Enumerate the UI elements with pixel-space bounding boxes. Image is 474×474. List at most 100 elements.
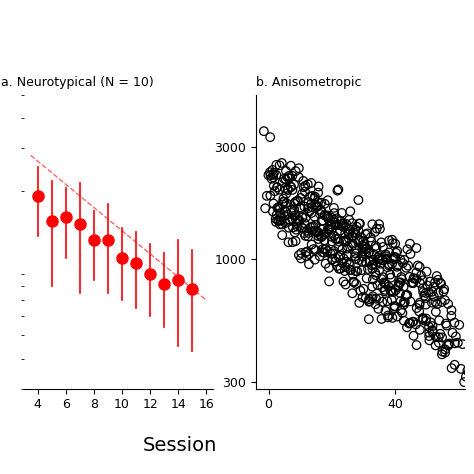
Point	[416, 279, 424, 287]
Point	[306, 208, 313, 215]
Point	[419, 314, 427, 322]
Point	[372, 242, 380, 250]
Point	[289, 224, 297, 231]
Point	[331, 219, 339, 227]
Point	[415, 308, 423, 315]
Point	[393, 269, 401, 276]
Point	[279, 201, 287, 208]
Point	[398, 275, 405, 283]
Point	[451, 339, 458, 347]
Point	[312, 246, 319, 254]
Point	[287, 162, 295, 170]
Point	[404, 262, 412, 269]
Point	[321, 211, 328, 219]
Point	[294, 197, 301, 204]
Point	[322, 229, 330, 237]
Point	[273, 171, 280, 179]
Point	[301, 188, 309, 195]
Point	[417, 272, 425, 279]
Point	[456, 321, 463, 328]
Point	[397, 255, 404, 263]
Point	[324, 247, 331, 255]
Point	[276, 220, 284, 228]
Point	[270, 169, 278, 177]
Point	[410, 318, 417, 326]
Point	[358, 258, 366, 265]
Point	[362, 230, 369, 238]
Point	[381, 280, 388, 287]
Point	[425, 288, 433, 296]
Point	[375, 266, 383, 274]
Point	[460, 378, 468, 386]
Point	[269, 208, 277, 215]
Point	[379, 256, 386, 264]
Point	[270, 200, 277, 207]
Point	[330, 210, 338, 217]
Point	[438, 280, 445, 288]
Point	[318, 233, 325, 241]
Point	[434, 276, 442, 283]
Point	[333, 221, 341, 229]
Point	[308, 241, 316, 248]
Point	[401, 299, 409, 306]
Point	[335, 253, 342, 261]
Point	[464, 367, 471, 374]
Point	[467, 372, 474, 379]
Point	[423, 268, 430, 275]
Point	[321, 200, 328, 208]
Point	[394, 313, 401, 320]
Point	[435, 333, 443, 341]
Point	[276, 209, 284, 217]
Point	[354, 267, 361, 275]
Point	[359, 242, 366, 249]
Point	[318, 209, 325, 216]
Point	[310, 245, 317, 253]
Point	[381, 286, 389, 293]
Point	[359, 237, 367, 245]
Point	[428, 322, 436, 330]
Point	[328, 226, 335, 234]
Point	[432, 308, 439, 316]
Point	[281, 198, 288, 205]
Point	[273, 183, 281, 191]
Point	[289, 172, 296, 180]
Point	[342, 236, 350, 244]
Point	[313, 228, 320, 236]
Point	[384, 264, 392, 271]
Point	[275, 203, 283, 211]
Point	[440, 285, 448, 293]
Point	[316, 210, 324, 218]
Point	[312, 221, 319, 228]
Point	[319, 217, 327, 224]
Point	[441, 296, 449, 304]
Point	[411, 275, 419, 283]
Point	[334, 236, 341, 243]
Point	[425, 323, 433, 330]
Point	[347, 266, 355, 274]
Point	[295, 251, 303, 259]
Point	[314, 228, 322, 236]
Point	[406, 273, 413, 281]
Point	[422, 315, 430, 322]
Point	[420, 292, 428, 300]
Point	[325, 225, 332, 233]
Point	[367, 237, 375, 245]
Point	[301, 203, 308, 210]
Point	[298, 224, 306, 231]
Point	[349, 278, 357, 285]
Point	[406, 319, 414, 327]
Point	[280, 175, 288, 182]
Point	[388, 296, 395, 304]
Point	[419, 316, 427, 324]
Point	[301, 182, 309, 190]
Point	[376, 255, 383, 263]
Point	[377, 260, 384, 267]
Point	[318, 233, 325, 240]
Point	[424, 282, 431, 290]
Point	[457, 365, 465, 373]
Point	[465, 368, 473, 375]
Point	[287, 206, 295, 213]
Point	[379, 283, 386, 291]
Point	[295, 173, 302, 181]
Point	[356, 237, 363, 244]
